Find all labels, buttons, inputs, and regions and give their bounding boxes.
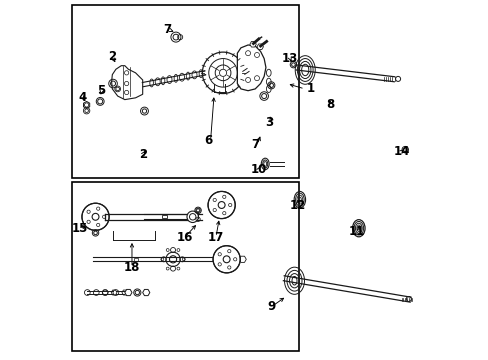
Text: 7: 7 <box>251 138 259 151</box>
Polygon shape <box>257 44 263 50</box>
Bar <box>72 5 299 178</box>
Polygon shape <box>122 290 127 295</box>
Polygon shape <box>111 66 142 100</box>
Polygon shape <box>83 102 89 109</box>
Text: 9: 9 <box>266 300 275 313</box>
Polygon shape <box>102 290 108 295</box>
Text: 12: 12 <box>289 198 305 212</box>
Circle shape <box>82 203 109 230</box>
Polygon shape <box>124 289 132 296</box>
Text: 7: 7 <box>163 23 171 36</box>
Text: 13: 13 <box>282 52 298 65</box>
Text: 15: 15 <box>71 222 87 235</box>
Polygon shape <box>249 41 256 47</box>
Text: 2: 2 <box>108 50 116 63</box>
Text: 8: 8 <box>325 99 334 112</box>
Circle shape <box>207 192 235 219</box>
Circle shape <box>202 52 244 94</box>
Polygon shape <box>239 256 246 262</box>
Bar <box>162 215 166 218</box>
Text: 18: 18 <box>123 261 140 274</box>
Text: 17: 17 <box>207 231 224 244</box>
Text: 5: 5 <box>97 84 105 97</box>
Circle shape <box>186 211 198 222</box>
Text: 4: 4 <box>79 91 87 104</box>
Bar <box>134 258 138 261</box>
Text: 6: 6 <box>204 134 212 147</box>
Polygon shape <box>237 45 265 91</box>
Bar <box>72 182 299 351</box>
Text: 2: 2 <box>138 148 146 162</box>
Text: 10: 10 <box>250 163 266 176</box>
Polygon shape <box>111 290 117 295</box>
Text: 14: 14 <box>393 145 409 158</box>
Circle shape <box>213 246 240 273</box>
Polygon shape <box>142 289 149 296</box>
Text: 11: 11 <box>348 225 365 238</box>
Text: 16: 16 <box>176 231 193 244</box>
Text: 3: 3 <box>265 116 273 129</box>
Text: 1: 1 <box>306 82 314 95</box>
